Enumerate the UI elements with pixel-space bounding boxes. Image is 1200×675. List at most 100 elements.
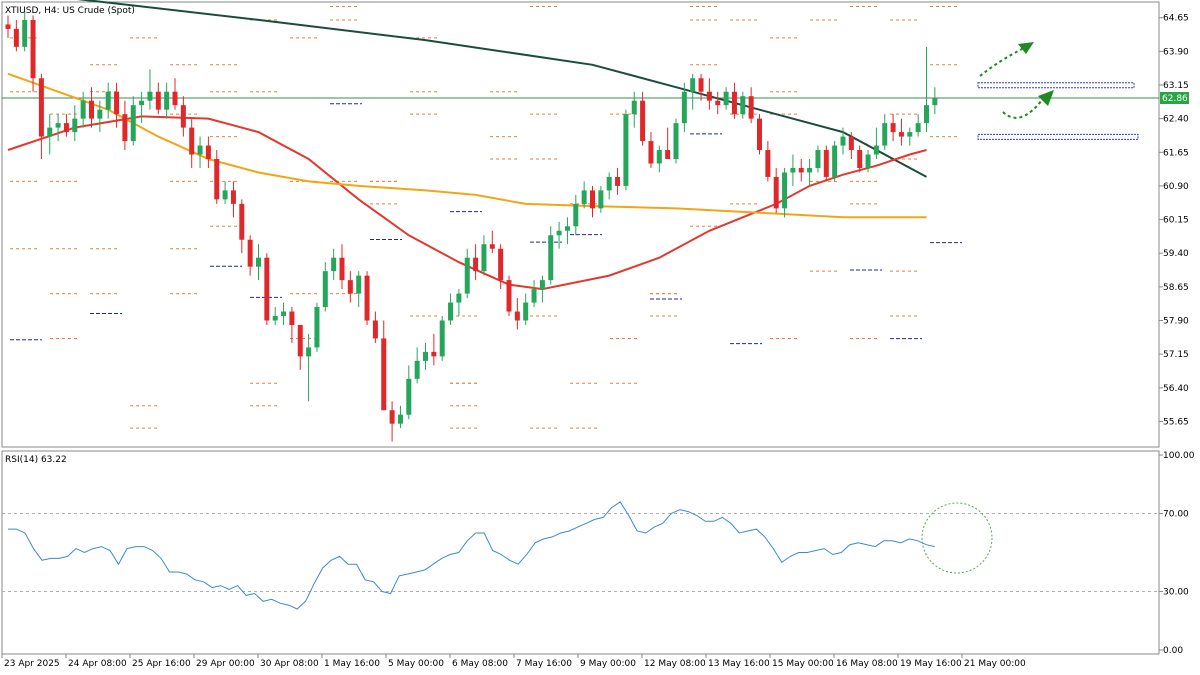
candle — [89, 87, 94, 128]
candle-body — [506, 280, 512, 312]
candle — [590, 185, 595, 218]
candle-body — [740, 96, 746, 115]
candle — [464, 248, 470, 299]
candle — [372, 311, 378, 343]
candle-body — [331, 257, 337, 272]
candle-body — [539, 280, 545, 290]
candle-body — [372, 320, 378, 339]
candle — [773, 167, 779, 213]
candle — [481, 235, 487, 276]
candle-body — [80, 100, 86, 119]
candle — [539, 275, 545, 303]
candle-body — [623, 114, 629, 186]
candle-body — [890, 123, 896, 133]
time-tick-label: 19 May 16:00 — [900, 659, 962, 669]
candle-body — [790, 167, 796, 173]
candle — [122, 100, 128, 151]
time-tick-label: 7 May 16:00 — [516, 659, 572, 669]
candle-body — [222, 190, 228, 200]
candle — [47, 114, 53, 155]
candle — [114, 82, 120, 128]
candle-body — [105, 91, 111, 110]
time-tick-label: 16 May 08:00 — [836, 659, 898, 669]
candle-body — [414, 360, 420, 379]
candle-body — [882, 123, 888, 146]
time-tick-label: 9 May 00:00 — [580, 659, 636, 669]
price-badge: 62.86 — [1160, 91, 1189, 104]
candle — [531, 280, 537, 308]
candle-body — [406, 378, 412, 415]
candle — [431, 333, 437, 366]
candle-body — [857, 150, 863, 168]
candles — [5, 10, 938, 442]
candle — [72, 105, 78, 142]
candle-body — [898, 132, 904, 137]
candle — [55, 114, 61, 142]
candle — [189, 118, 195, 168]
candle-body — [189, 127, 195, 155]
candle — [848, 132, 854, 160]
candle — [197, 136, 203, 168]
candle — [840, 127, 846, 155]
rsi-axis: 100.00 70.00 30.00 0.00 — [1159, 451, 1195, 656]
candle-body — [147, 91, 153, 101]
candle-body — [30, 19, 36, 79]
candle-body — [97, 109, 103, 119]
candle-body — [564, 226, 570, 231]
candle — [306, 333, 312, 402]
candle — [656, 145, 662, 173]
candle — [272, 307, 278, 325]
candle — [97, 100, 103, 133]
price-tick-label: 60.90 — [1163, 182, 1189, 192]
candle-body — [180, 105, 186, 128]
candle-body — [364, 275, 370, 321]
price-pane[interactable] — [1, 1, 1160, 448]
candle-body — [431, 351, 437, 357]
candle-body — [339, 257, 345, 281]
candle-body — [581, 190, 587, 204]
rsi-tick-label: 70.00 — [1163, 510, 1189, 520]
candle-body — [723, 91, 729, 106]
candle — [631, 91, 637, 128]
rsi-pane[interactable] — [1, 450, 1160, 655]
candle-body — [798, 167, 804, 173]
candle-body — [907, 132, 913, 137]
candle — [105, 82, 111, 119]
candle-body — [281, 311, 287, 317]
support-zone — [977, 133, 1139, 140]
candle — [873, 127, 879, 160]
candle-body — [89, 100, 94, 119]
candle — [5, 15, 11, 38]
candle — [715, 91, 721, 115]
time-tick-label: 5 May 00:00 — [388, 659, 444, 669]
candle-body — [748, 96, 754, 119]
candle-body — [924, 105, 929, 124]
candle — [665, 127, 671, 160]
candle-body — [72, 118, 78, 133]
time-axis[interactable]: 23 Apr 2025 24 Apr 08:00 25 Apr 16:00 29 Ap… — [1, 654, 1026, 669]
time-tick-label: 13 May 16:00 — [708, 659, 770, 669]
candle-body — [197, 145, 203, 155]
candle — [924, 46, 929, 133]
candle — [281, 302, 287, 325]
rsi-tick-label: 30.00 — [1163, 588, 1189, 598]
candle-body — [548, 235, 554, 281]
candle — [648, 132, 654, 168]
candle — [448, 293, 454, 325]
candle-body — [114, 91, 120, 115]
candle — [339, 244, 345, 290]
candle-body — [473, 257, 479, 272]
annotations — [977, 42, 1139, 140]
candle-body — [247, 239, 253, 267]
candle-body — [306, 347, 312, 357]
rsi-highlight-circle — [921, 502, 993, 574]
candle-body — [807, 167, 813, 173]
price-tick-label: 57.15 — [1163, 350, 1189, 360]
candle-body — [164, 91, 170, 110]
price-axis[interactable]: 64.65 63.90 63.15 62.40 61.65 60.90 60.15 59.40… — [1159, 14, 1189, 428]
candle — [640, 91, 646, 146]
candle-body — [773, 176, 779, 209]
price-tick-label: 59.40 — [1163, 249, 1189, 259]
candle-body — [731, 91, 737, 115]
